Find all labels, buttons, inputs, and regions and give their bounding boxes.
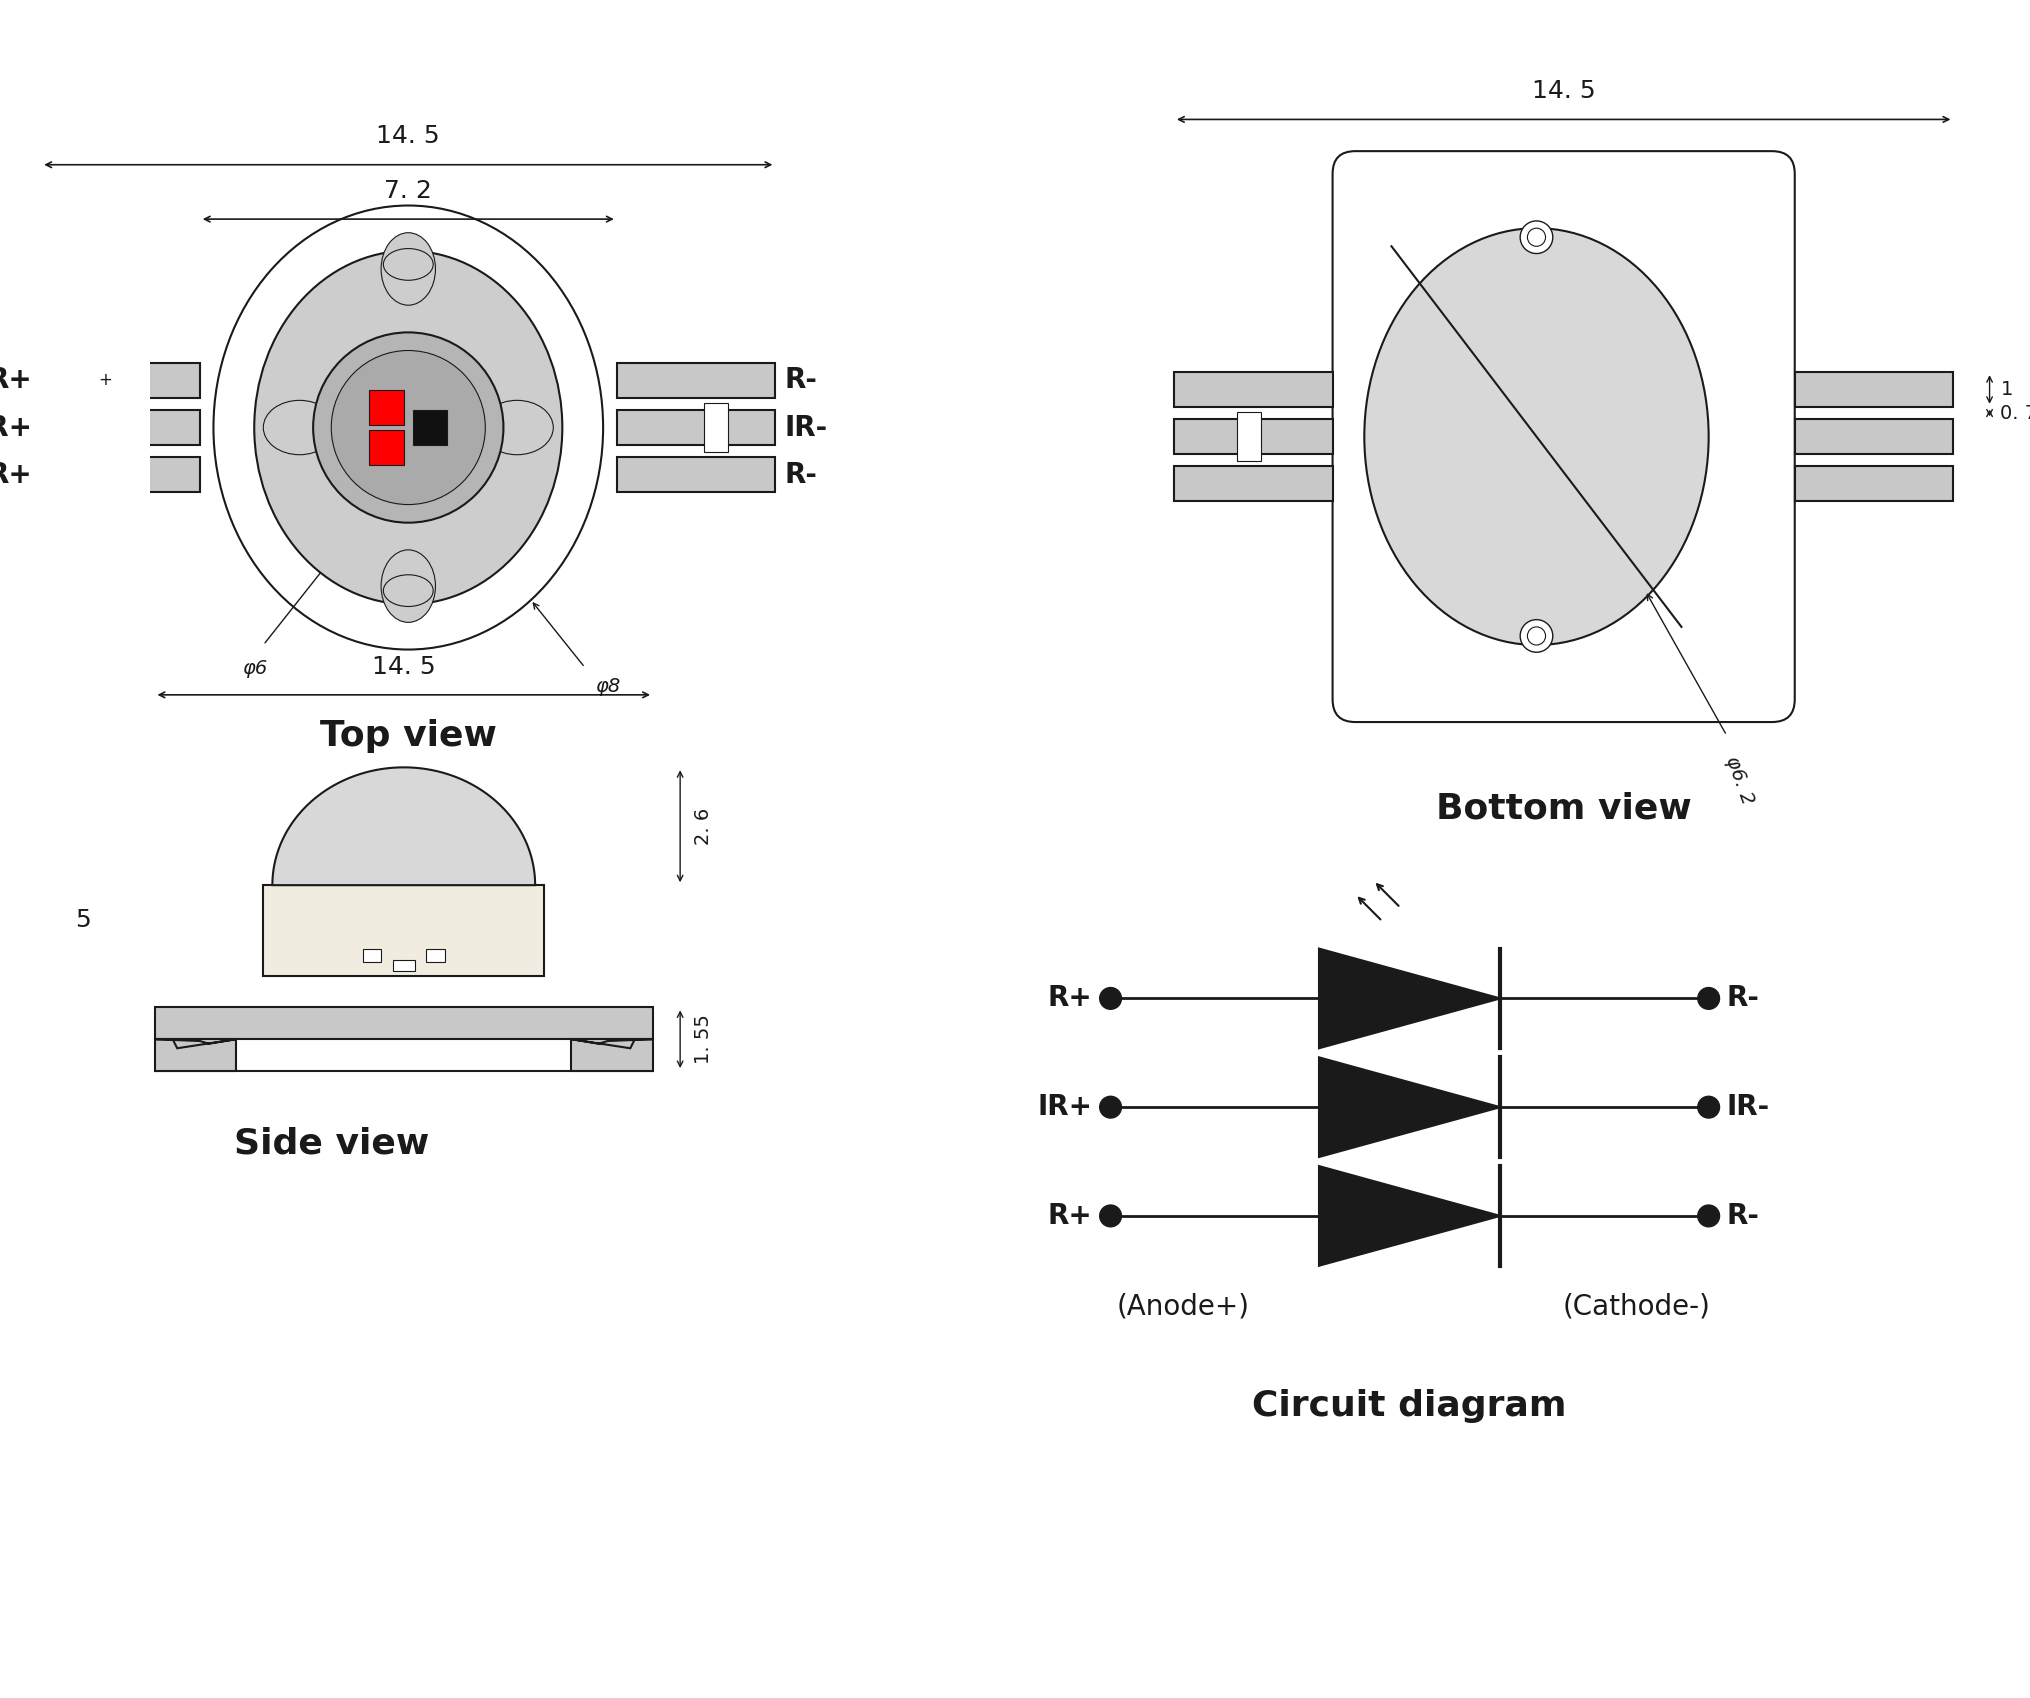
Text: R+: R+ <box>0 367 32 394</box>
Bar <box>617 411 775 445</box>
Bar <box>41 363 199 397</box>
Circle shape <box>1098 1206 1121 1226</box>
Circle shape <box>1518 620 1553 652</box>
Text: 1. 55: 1. 55 <box>694 1014 713 1065</box>
Bar <box>412 411 447 445</box>
Text: R-: R- <box>1726 985 1758 1012</box>
Text: R-: R- <box>784 460 816 489</box>
Bar <box>369 391 404 424</box>
Text: R-: R- <box>1726 1202 1758 1229</box>
Text: Circuit diagram: Circuit diagram <box>1253 1389 1565 1423</box>
Text: R+: R+ <box>1047 985 1092 1012</box>
Circle shape <box>1527 228 1545 246</box>
Bar <box>41 457 199 492</box>
Bar <box>1795 419 1953 453</box>
Bar <box>617 457 775 492</box>
Ellipse shape <box>254 251 562 604</box>
FancyBboxPatch shape <box>1332 151 1795 722</box>
Text: Side view: Side view <box>233 1126 428 1160</box>
Circle shape <box>1518 221 1553 253</box>
Bar <box>264 885 544 976</box>
Ellipse shape <box>382 550 434 623</box>
Polygon shape <box>272 767 534 885</box>
Bar <box>369 430 404 465</box>
Text: IR-: IR- <box>784 414 826 441</box>
Ellipse shape <box>264 401 335 455</box>
Text: 14. 5: 14. 5 <box>376 124 441 148</box>
Text: 5: 5 <box>75 908 91 932</box>
Bar <box>41 411 199 445</box>
Circle shape <box>331 350 485 504</box>
Text: IR-: IR- <box>1726 1094 1768 1121</box>
Bar <box>1173 419 1332 453</box>
Text: φ6: φ6 <box>242 659 266 678</box>
Text: Bottom view: Bottom view <box>1435 791 1691 825</box>
Bar <box>154 1007 652 1039</box>
Bar <box>1795 372 1953 408</box>
Bar <box>154 1039 235 1071</box>
Ellipse shape <box>384 248 432 280</box>
Bar <box>426 949 445 963</box>
Polygon shape <box>1317 1167 1500 1265</box>
Circle shape <box>313 333 503 523</box>
Ellipse shape <box>384 576 432 606</box>
Circle shape <box>1098 988 1121 1009</box>
Text: 1: 1 <box>2000 380 2012 399</box>
Text: 14. 5: 14. 5 <box>371 654 434 679</box>
Text: (Cathode-): (Cathode-) <box>1561 1292 1709 1321</box>
Circle shape <box>1697 1097 1719 1117</box>
Text: 14. 5: 14. 5 <box>1531 80 1596 104</box>
Circle shape <box>1697 988 1719 1009</box>
Text: R-: R- <box>784 367 816 394</box>
Bar <box>1795 467 1953 501</box>
Bar <box>1173 372 1332 408</box>
Text: (Anode+): (Anode+) <box>1116 1292 1248 1321</box>
Circle shape <box>1527 627 1545 645</box>
Bar <box>1236 413 1261 460</box>
Text: IR+: IR+ <box>0 414 32 441</box>
Bar <box>363 949 382 963</box>
Ellipse shape <box>213 205 603 650</box>
Ellipse shape <box>481 401 552 455</box>
Bar <box>617 363 775 397</box>
Bar <box>392 961 414 971</box>
Text: 7. 2: 7. 2 <box>384 178 432 202</box>
Polygon shape <box>154 1039 235 1048</box>
Ellipse shape <box>382 233 434 306</box>
Text: +: + <box>97 372 112 389</box>
Text: 2. 6: 2. 6 <box>694 808 713 846</box>
Text: IR+: IR+ <box>1037 1094 1092 1121</box>
Ellipse shape <box>1364 228 1707 645</box>
Text: φ6. 2: φ6. 2 <box>1721 754 1756 807</box>
Circle shape <box>1697 1206 1719 1226</box>
Text: φ8: φ8 <box>595 678 619 696</box>
Polygon shape <box>570 1039 652 1048</box>
Bar <box>1173 467 1332 501</box>
Text: R+: R+ <box>1047 1202 1092 1229</box>
Bar <box>704 404 727 452</box>
Text: Top view: Top view <box>319 718 497 752</box>
Text: 0. 7: 0. 7 <box>2000 404 2030 423</box>
Polygon shape <box>1317 949 1500 1048</box>
Circle shape <box>1098 1097 1121 1117</box>
Text: R+: R+ <box>0 460 32 489</box>
Bar <box>570 1039 652 1071</box>
Polygon shape <box>1317 1058 1500 1156</box>
